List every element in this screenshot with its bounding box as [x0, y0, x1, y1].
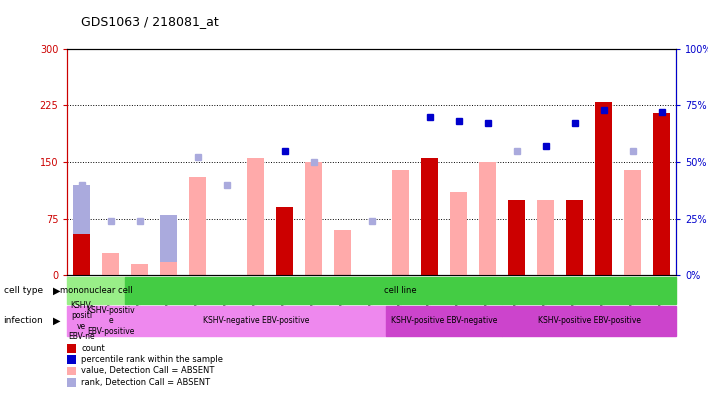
Bar	[392, 170, 409, 275]
Bar	[508, 200, 525, 275]
Bar	[276, 207, 293, 275]
Text: ▶: ▶	[52, 316, 60, 326]
Bar	[624, 170, 641, 275]
Bar	[131, 264, 149, 275]
Bar	[479, 162, 496, 275]
Bar	[96, 306, 125, 336]
Bar	[386, 306, 502, 336]
Text: cell type: cell type	[4, 286, 42, 295]
Bar	[566, 200, 583, 275]
Bar	[421, 158, 438, 275]
Text: percentile rank within the sample: percentile rank within the sample	[81, 355, 224, 364]
Bar	[67, 306, 96, 336]
Text: cell line: cell line	[384, 286, 417, 295]
Bar	[247, 158, 264, 275]
Bar	[537, 200, 554, 275]
Text: KSHV-positive EBV-positive: KSHV-positive EBV-positive	[537, 316, 641, 326]
Bar	[595, 102, 612, 275]
Bar	[125, 306, 386, 336]
Text: mononuclear cell: mononuclear cell	[60, 286, 132, 295]
Text: count: count	[81, 344, 105, 353]
Text: KSHV-
positi
ve
EBV-ne: KSHV- positi ve EBV-ne	[69, 301, 95, 341]
Text: rank, Detection Call = ABSENT: rank, Detection Call = ABSENT	[81, 378, 210, 387]
Bar	[102, 253, 120, 275]
Text: GDS1063 / 218081_at: GDS1063 / 218081_at	[81, 15, 219, 28]
Bar	[73, 185, 91, 275]
Bar	[502, 306, 676, 336]
Bar	[160, 215, 178, 275]
Text: infection: infection	[4, 316, 43, 326]
Bar	[653, 113, 670, 275]
Text: ▶: ▶	[52, 286, 60, 296]
Bar	[305, 162, 322, 275]
Text: KSHV-negative EBV-positive: KSHV-negative EBV-positive	[202, 316, 309, 326]
Bar	[189, 177, 207, 275]
Text: value, Detection Call = ABSENT: value, Detection Call = ABSENT	[81, 367, 215, 375]
Text: KSHV-positive EBV-negative: KSHV-positive EBV-negative	[391, 316, 498, 326]
Bar	[334, 230, 351, 275]
Bar	[479, 200, 496, 275]
Bar	[450, 192, 467, 275]
Bar	[160, 262, 178, 275]
Bar	[67, 277, 125, 304]
Text: KSHV-positiv
e
EBV-positive: KSHV-positiv e EBV-positive	[86, 306, 135, 336]
Bar	[73, 234, 91, 275]
